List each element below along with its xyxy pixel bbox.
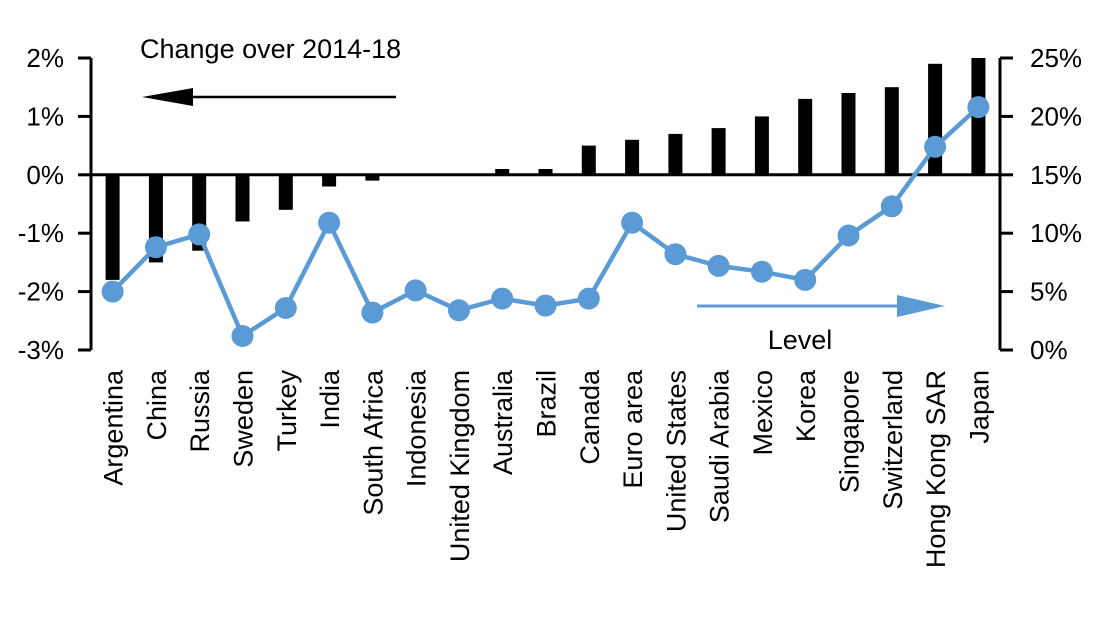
- bar: [495, 169, 510, 175]
- left-axis-tick-label: -1%: [18, 218, 64, 248]
- data-point: [534, 294, 557, 317]
- category-label: Switzerland: [878, 370, 908, 510]
- line-series-annotation-label: Level: [768, 325, 833, 355]
- right-arrow-icon: [697, 295, 945, 317]
- category-labels: Argentina China Russia Sweden Turkey India Sou…: [99, 369, 995, 568]
- left-arrow-icon: [142, 88, 396, 106]
- data-point: [621, 211, 644, 234]
- data-point: [750, 260, 773, 283]
- category-label: China: [142, 369, 172, 441]
- category-label: India: [315, 369, 345, 429]
- data-point: [318, 211, 341, 234]
- category-label: Russia: [185, 369, 215, 453]
- data-point: [924, 135, 947, 158]
- category-label: Japan: [964, 370, 994, 444]
- data-point: [707, 254, 730, 277]
- line-series: [101, 96, 990, 347]
- data-point: [794, 268, 817, 291]
- right-axis-tick-label: 0%: [1030, 335, 1068, 365]
- left-axis-tick-label: 1%: [26, 101, 64, 131]
- category-label: Argentina: [99, 369, 129, 486]
- category-label: Turkey: [272, 370, 302, 452]
- category-label: Singapore: [835, 370, 865, 493]
- category-label: Brazil: [532, 370, 562, 438]
- bar: [798, 98, 813, 175]
- bar: [668, 133, 683, 175]
- right-axis-tick-label: 20%: [1030, 101, 1082, 131]
- left-axis-tick-label: -3%: [18, 335, 64, 365]
- category-label: South Africa: [358, 369, 388, 516]
- category-label: Indonesia: [402, 369, 432, 487]
- category-label: Mexico: [748, 370, 778, 456]
- data-point: [231, 325, 254, 347]
- bar: [754, 116, 769, 175]
- data-point: [967, 96, 990, 119]
- category-label: Hong Kong SAR: [921, 370, 951, 568]
- bar: [625, 139, 640, 175]
- right-axis-tick-label: 25%: [1030, 43, 1082, 73]
- data-point: [101, 280, 124, 303]
- bar: [278, 174, 293, 210]
- data-point: [880, 195, 903, 218]
- right-axis-tick-label: 15%: [1030, 160, 1082, 190]
- right-axis-tick-label: 10%: [1030, 218, 1082, 248]
- category-label: Australia: [488, 369, 518, 475]
- data-point: [188, 223, 211, 246]
- bar: [841, 93, 856, 175]
- bar: [322, 174, 337, 187]
- category-label: Sweden: [229, 370, 259, 468]
- category-label: Korea: [791, 369, 821, 442]
- data-point: [447, 299, 470, 322]
- category-label: Canada: [575, 369, 605, 465]
- data-point: [577, 287, 600, 310]
- data-point: [274, 297, 297, 319]
- right-axis-tick-label: 5%: [1030, 277, 1068, 307]
- bar: [365, 174, 380, 181]
- bar-series: [105, 58, 986, 280]
- left-axis-tick-label: 2%: [26, 43, 64, 73]
- bar: [105, 174, 120, 280]
- bar: [538, 169, 553, 175]
- data-point: [404, 279, 427, 302]
- category-label: United States: [661, 370, 691, 532]
- data-point: [491, 287, 514, 310]
- left-axis-tick-label: -2%: [18, 277, 64, 307]
- bar: [884, 87, 899, 175]
- data-point: [664, 243, 687, 266]
- bar: [711, 128, 726, 175]
- bar-series-annotation-label: Change over 2014-18: [140, 34, 401, 64]
- bar: [581, 145, 596, 175]
- category-label: Euro area: [618, 369, 648, 489]
- category-label: Saudi Arabia: [705, 369, 735, 523]
- axes: 2% 1% 0% -1% -2% -3% 25% 20% 15% 10% 5% 0%: [18, 43, 1082, 365]
- data-point: [837, 224, 860, 247]
- bar: [235, 174, 250, 222]
- left-axis-tick-label: 0%: [26, 160, 64, 190]
- category-label: United Kingdom: [445, 370, 475, 562]
- bar: [928, 63, 943, 175]
- data-point: [361, 301, 384, 324]
- data-point: [144, 236, 167, 259]
